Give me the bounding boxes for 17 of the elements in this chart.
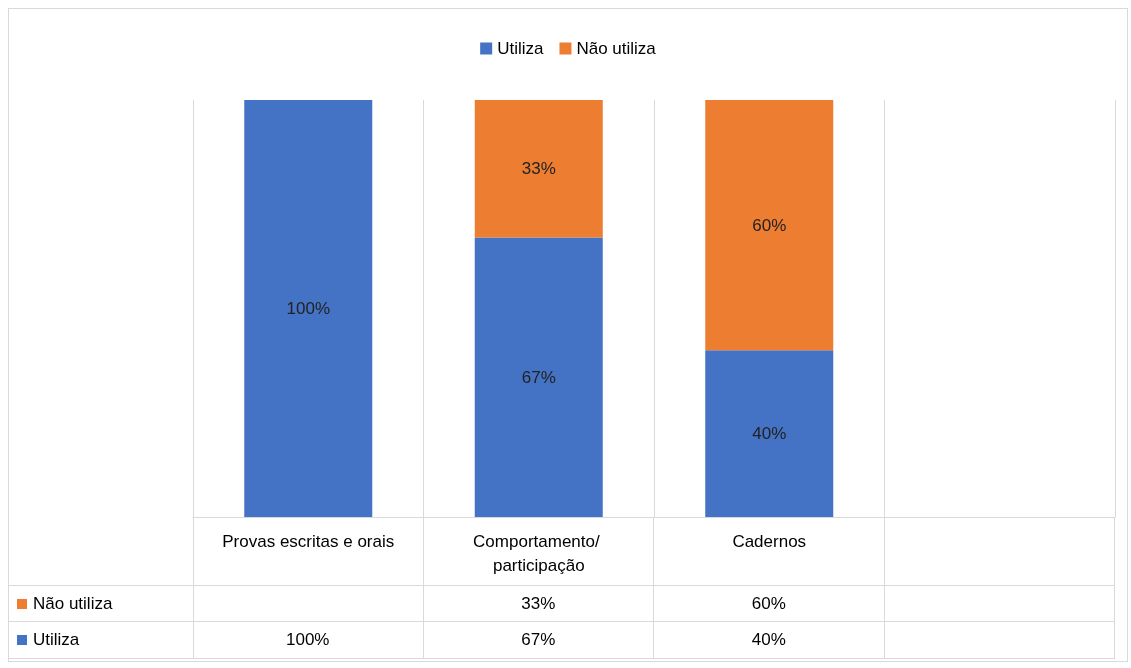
data-label: 100%: [193, 622, 424, 659]
text: 67%: [521, 367, 556, 387]
text: Utiliza: [33, 630, 80, 649]
text: 33%: [521, 159, 556, 179]
data-label: 67%: [423, 622, 654, 659]
legend-label: Utiliza: [497, 39, 544, 58]
x-tick-label: Provas escritas e orais: [222, 531, 395, 551]
data-label: 40%: [654, 622, 885, 659]
x-tick-label: Comportamento/ participação: [473, 531, 605, 575]
data-label: 33%: [423, 585, 654, 622]
data-label: 60%: [654, 585, 885, 622]
text: 60%: [752, 215, 787, 235]
text: Não utiliza: [33, 593, 113, 613]
text: 100%: [286, 299, 330, 318]
x-tick-label: Cadernos: [732, 531, 807, 551]
legend-label: Não utiliza: [576, 39, 657, 58]
text: 40%: [752, 424, 787, 444]
